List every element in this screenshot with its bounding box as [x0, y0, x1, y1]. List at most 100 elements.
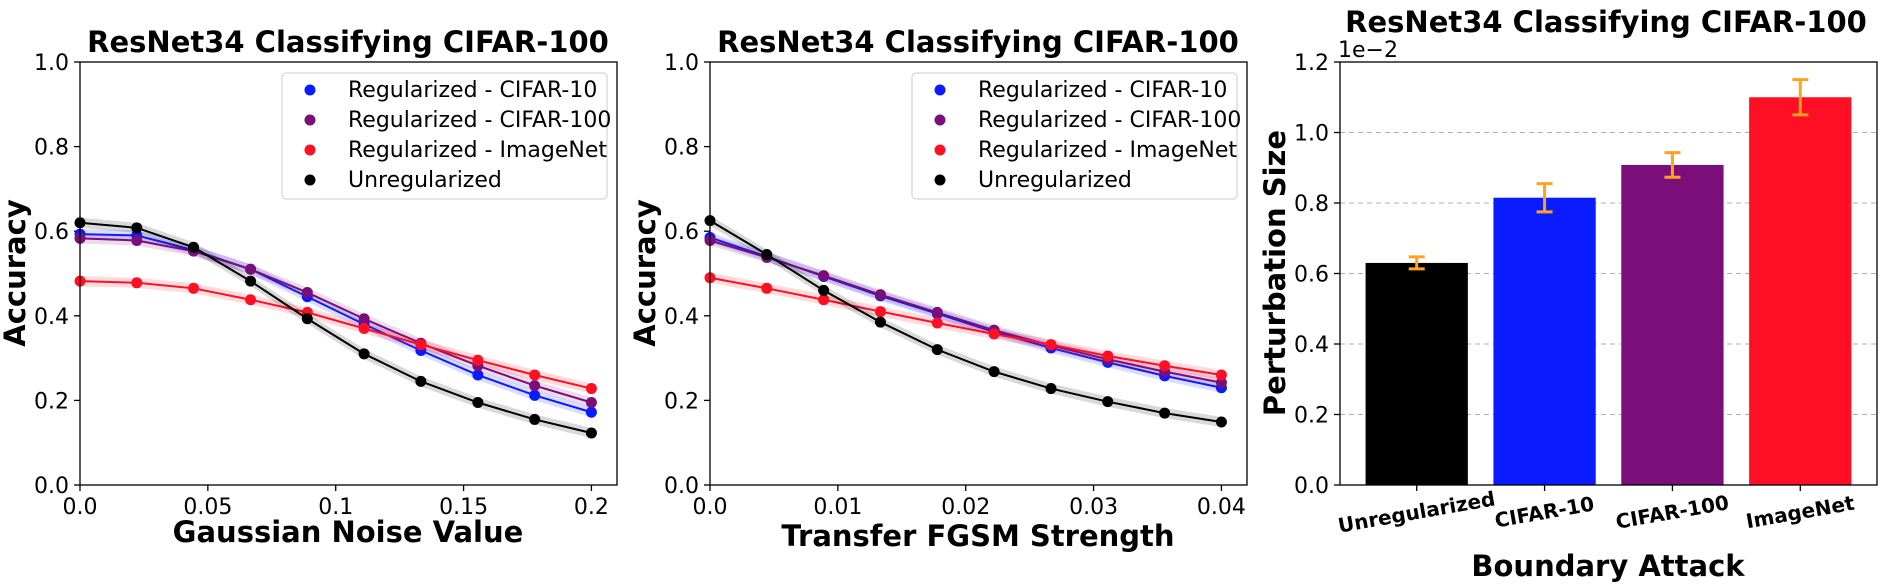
legend-label: Regularized - CIFAR-100: [978, 108, 1241, 133]
x-axis-label: Gaussian Noise Value: [173, 515, 524, 549]
plot-area: 0.0 0.05 0.1 0.15 0.2 0.0 0.2 0.4 0.6 0.8 1.0: [34, 51, 609, 520]
bar: [1493, 197, 1596, 485]
data-point: [874, 289, 886, 301]
y-axis-label: Accuracy: [628, 199, 662, 347]
y-tick-label: 1.2: [1294, 51, 1329, 76]
chart-title: ResNet34 Classifying CIFAR-100: [1345, 5, 1867, 39]
y-tick-label: 0.8: [1294, 192, 1329, 217]
legend-marker: [934, 174, 946, 186]
x-tick-label: 0.04: [1197, 495, 1246, 520]
bar: [1365, 262, 1468, 485]
x-tick-label: 0.0: [63, 495, 98, 520]
data-point: [1215, 377, 1227, 389]
data-point: [472, 354, 484, 366]
y-tick-label: 0.2: [1294, 404, 1329, 429]
data-point: [1215, 369, 1227, 381]
data-point: [931, 306, 943, 318]
y-axis-label: Accuracy: [0, 199, 32, 347]
x-tick-label: 0.02: [941, 495, 990, 520]
data-point: [1215, 416, 1227, 428]
plot-area: 0.00.20.40.60.81.01.2UnregularizedCIFAR-…: [1294, 51, 1877, 538]
y-tick-label: 0.2: [664, 389, 699, 414]
chart-title: ResNet34 Classifying CIFAR-100: [87, 25, 609, 59]
data-point: [131, 277, 143, 289]
data-point: [988, 366, 1000, 378]
legend-label: Regularized - CIFAR-100: [348, 108, 611, 133]
data-point: [472, 397, 484, 409]
data-point: [585, 383, 597, 395]
bar: [1621, 164, 1724, 485]
data-point: [529, 369, 541, 381]
data-point: [358, 348, 370, 360]
legend-label: Regularized - CIFAR-10: [348, 78, 597, 103]
data-point: [931, 317, 943, 329]
y-tick-label: 0.8: [34, 136, 69, 161]
x-tick-label: CIFAR-100: [1614, 490, 1731, 534]
data-point: [529, 413, 541, 425]
legend-marker: [304, 144, 316, 156]
legend-box: [281, 72, 608, 200]
y-tick-label: 0.4: [664, 305, 699, 330]
y-axis-label: Perturbation Size: [1258, 130, 1292, 416]
data-point: [585, 427, 597, 439]
data-point: [1045, 383, 1057, 395]
data-point: [301, 313, 313, 325]
data-point: [1159, 407, 1171, 419]
legend-marker: [934, 84, 946, 96]
axes-frame: [1339, 61, 1878, 486]
y-tick-label: 0.2: [34, 389, 69, 414]
data-point: [1102, 396, 1114, 408]
y-tick-label: 1.0: [34, 51, 69, 76]
x-tick-label: 0.15: [439, 495, 488, 520]
legend-marker: [304, 174, 316, 186]
confidence-band: [80, 233, 592, 408]
legend-marker: [304, 114, 316, 126]
legend-box: [911, 72, 1238, 200]
data-point: [818, 294, 830, 306]
x-tick-label: 0.0: [693, 495, 728, 520]
scale-offset-label: 1e−2: [1338, 38, 1398, 63]
legend: Regularized - CIFAR-10 Regularized - CIFA…: [281, 72, 611, 200]
y-tick-label: 0.0: [34, 474, 69, 499]
y-tick-label: 0.4: [1294, 333, 1329, 358]
series-line: [79, 237, 592, 404]
data-point: [245, 294, 257, 306]
data-point: [585, 406, 597, 418]
x-tick-label: 0.2: [574, 495, 609, 520]
panel-transfer-fgsm: ResNet34 Classifying CIFAR-100 0.0 0.01 0.…: [628, 25, 1248, 553]
data-point: [415, 375, 427, 387]
y-tick-label: 0.4: [34, 305, 69, 330]
legend-marker: [934, 144, 946, 156]
x-axis-label: Boundary Attack: [1471, 549, 1745, 583]
series-line: [79, 233, 592, 414]
y-tick-label: 1.0: [1294, 122, 1329, 147]
x-tick-label: 0.05: [183, 495, 232, 520]
series-line: [79, 221, 592, 434]
x-tick-label: 0.01: [813, 495, 862, 520]
data-point: [472, 369, 484, 381]
chart-title: ResNet34 Classifying CIFAR-100: [717, 25, 1239, 59]
series-line: [709, 239, 1222, 384]
data-point: [529, 389, 541, 401]
data-point: [874, 316, 886, 328]
data-point: [415, 339, 427, 351]
data-point: [301, 287, 313, 299]
data-point: [131, 222, 143, 234]
data-point: [529, 380, 541, 392]
panel-boundary-attack: ResNet34 Classifying CIFAR-100 1e−2 0.0 0…: [1258, 5, 1878, 583]
y-tick-label: 1.0: [664, 51, 699, 76]
y-tick-label: 0.0: [1294, 474, 1329, 499]
x-tick-label: 0.03: [1069, 495, 1118, 520]
data-point: [761, 248, 773, 260]
legend-label: Regularized - CIFAR-10: [978, 78, 1227, 103]
confidence-band: [80, 217, 592, 439]
data-point: [358, 313, 370, 325]
y-tick-label: 0.6: [1294, 263, 1329, 288]
data-point: [245, 275, 257, 287]
data-point: [188, 241, 200, 253]
data-point: [188, 282, 200, 294]
data-point: [761, 282, 773, 294]
axes-frame: [79, 61, 618, 486]
y-tick-label: 0.0: [664, 474, 699, 499]
